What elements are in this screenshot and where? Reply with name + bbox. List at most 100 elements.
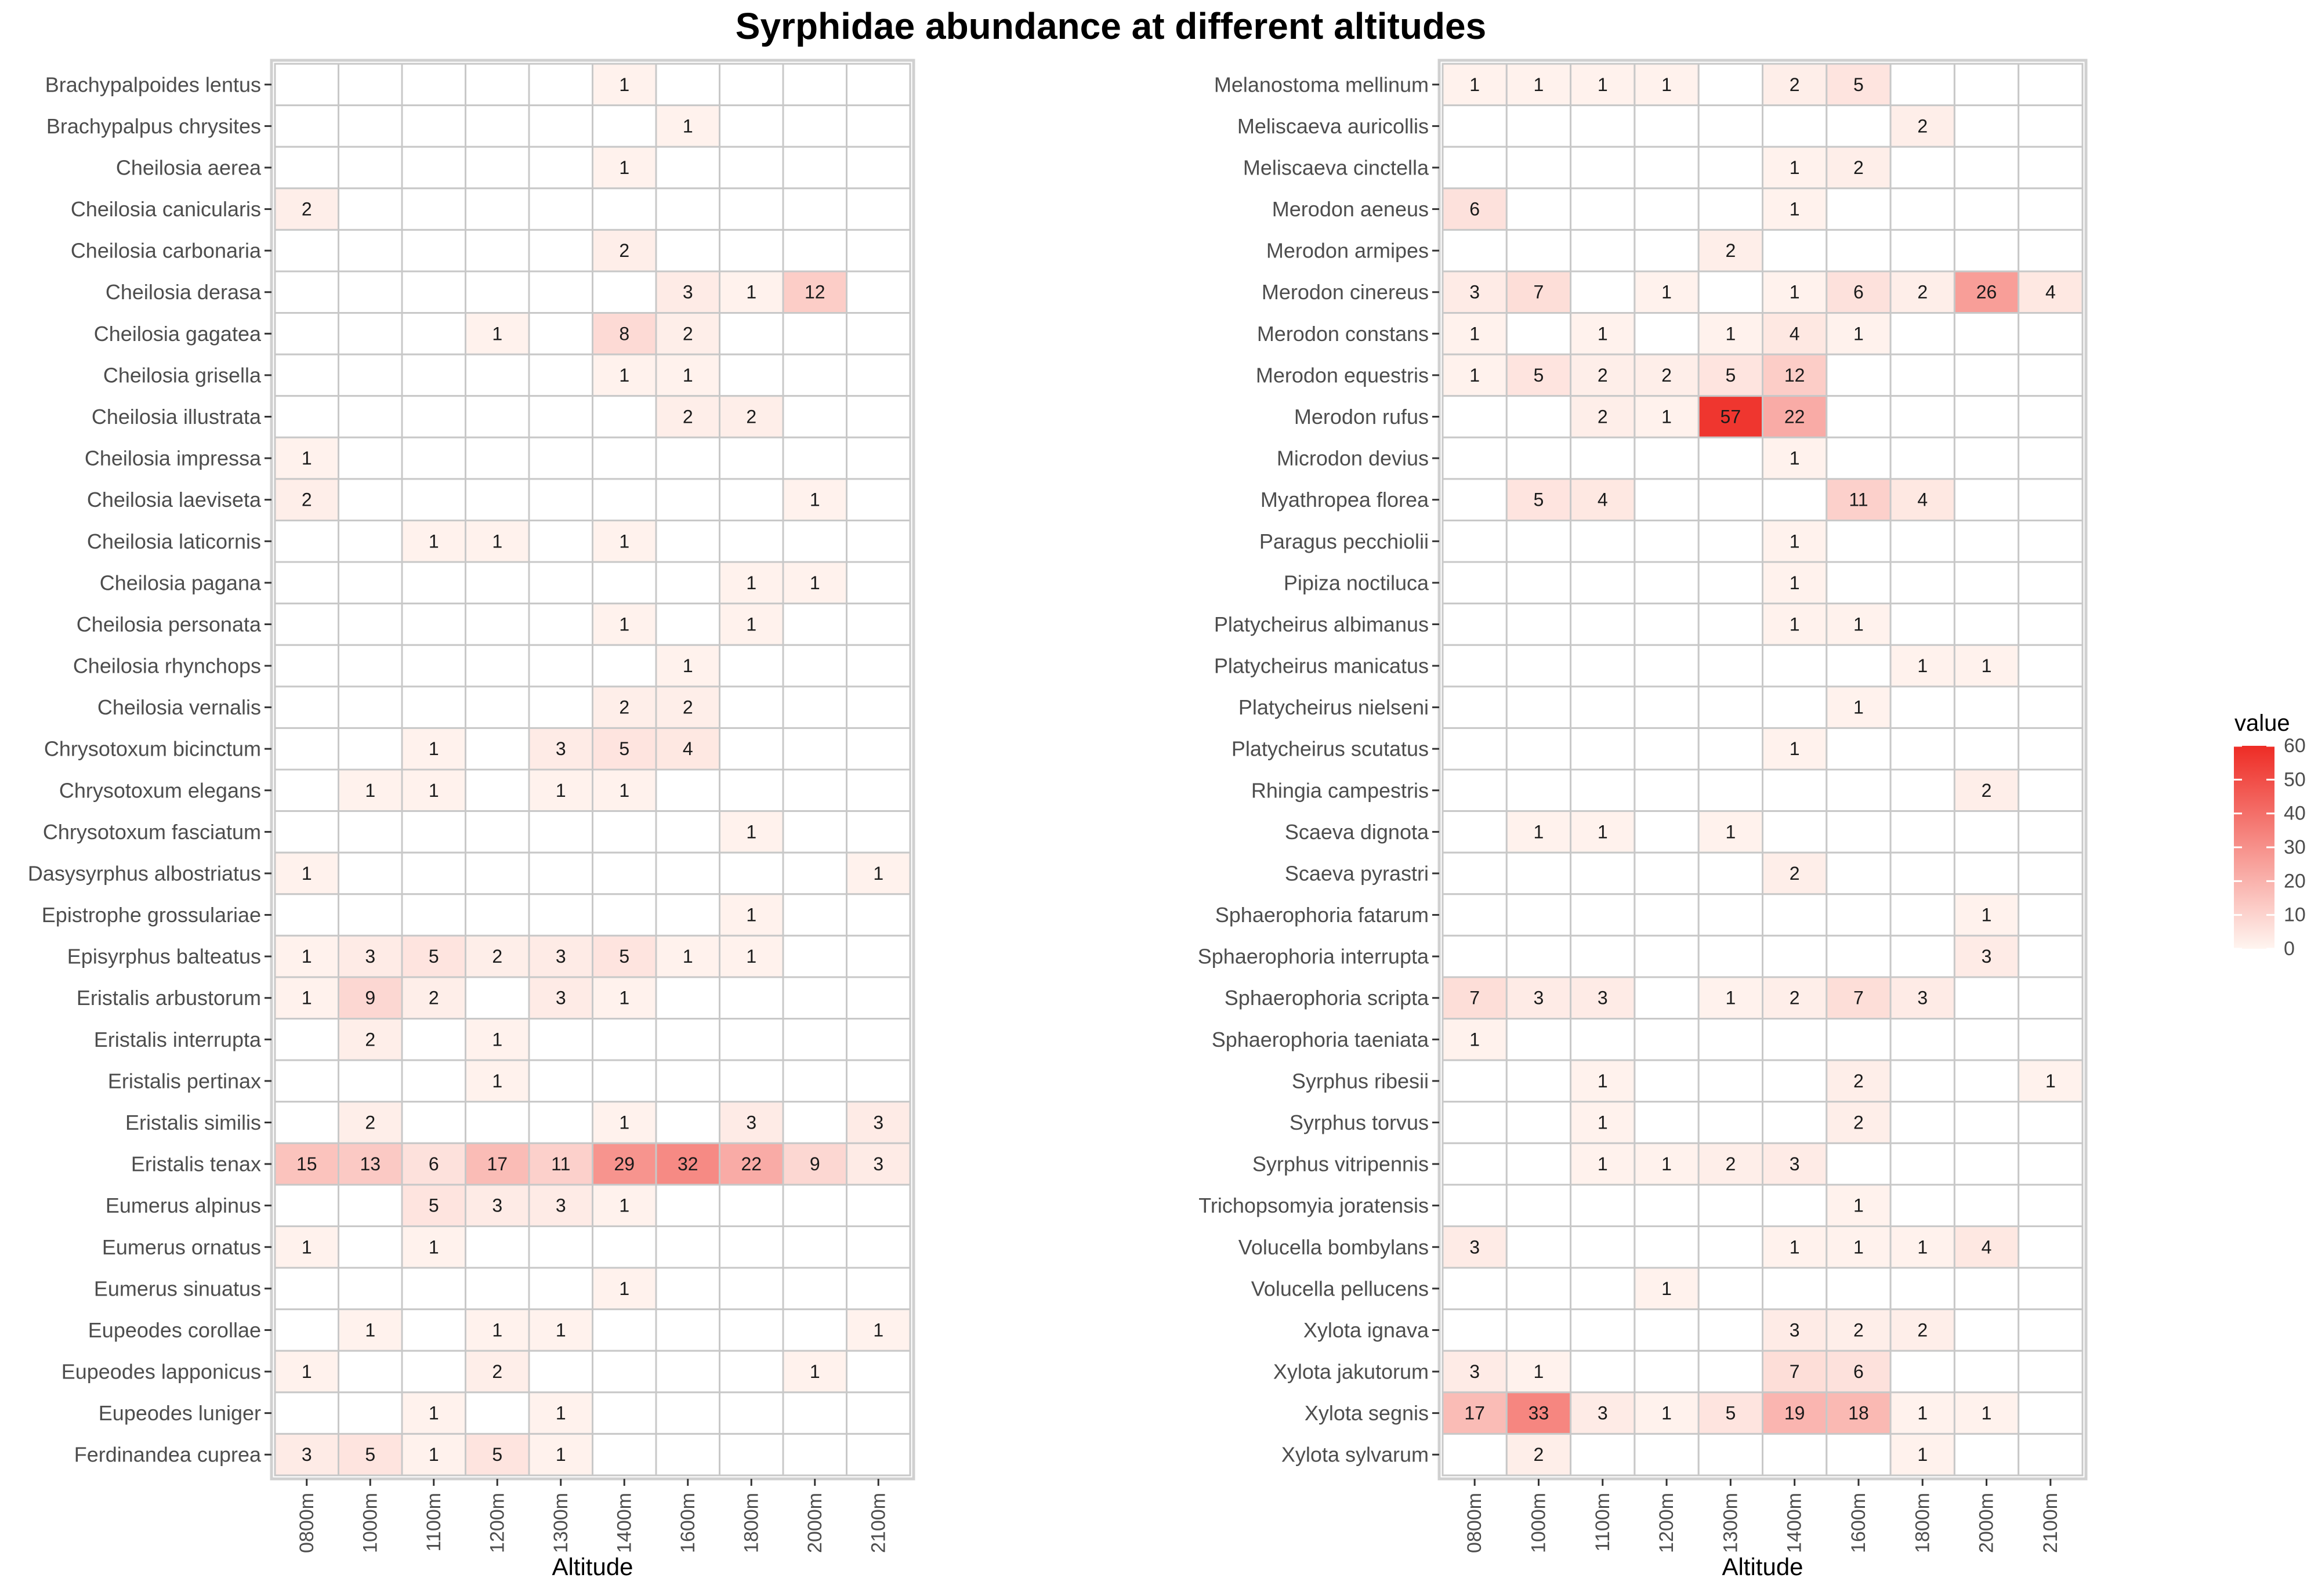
- tile-value-label: 2: [619, 697, 629, 718]
- heatmap-tile: [401, 934, 466, 978]
- heatmap-tile: [846, 1225, 911, 1269]
- heatmap-tile: [528, 1225, 593, 1269]
- heatmap-tile: [1697, 146, 1763, 190]
- heatmap-tile: [274, 312, 339, 356]
- heatmap-tile: [465, 768, 530, 812]
- heatmap-tile: [1570, 1350, 1636, 1394]
- heatmap-tile: [719, 1267, 784, 1311]
- heatmap-tile: [1441, 436, 1508, 480]
- heatmap-tile: [1441, 934, 1508, 978]
- heatmap-tile: [719, 1308, 784, 1352]
- heatmap-tile: [1953, 228, 2020, 273]
- heatmap-tile: [846, 644, 911, 688]
- heatmap-tile: [1697, 1059, 1763, 1103]
- heatmap-tile: [1762, 1142, 1828, 1186]
- heatmap-tile: [719, 187, 784, 231]
- tile-value-label: 1: [619, 531, 629, 552]
- heatmap-tile: [465, 436, 530, 480]
- tile-value-label: 12: [1784, 365, 1805, 386]
- heatmap-tile: [1441, 1308, 1508, 1352]
- tile-value-label: 15: [296, 1154, 317, 1174]
- x-tick-label: 1600m: [677, 1493, 699, 1553]
- heatmap-tile: [274, 561, 339, 605]
- y-tick-label: Chrysotoxum elegans: [59, 778, 261, 802]
- tile-value-label: 1: [810, 1361, 820, 1382]
- heatmap-tile: [1634, 104, 1700, 148]
- heatmap-tile: [1634, 644, 1700, 688]
- heatmap-tile: [1570, 1059, 1636, 1103]
- heatmap-tile: [401, 270, 466, 314]
- heatmap-tile: [274, 810, 339, 854]
- tile-value-label: 6: [1853, 1361, 1864, 1382]
- heatmap-tile: [846, 1391, 911, 1435]
- y-tick-label: Trichopsomyia joratensis: [1198, 1194, 1429, 1217]
- heatmap-tile: [1697, 768, 1763, 812]
- tile-value-label: 6: [429, 1154, 439, 1174]
- y-tick-label: Chrysotoxum bicinctum: [44, 737, 261, 761]
- heatmap-tile: [528, 1391, 593, 1435]
- y-tick-label: Eupeodes corollae: [88, 1318, 261, 1342]
- heatmap-tile: [1826, 1267, 1892, 1311]
- heatmap-tile: [655, 1184, 720, 1227]
- heatmap-tile: [338, 603, 403, 646]
- heatmap-tile: [528, 810, 593, 854]
- heatmap-tile: [1634, 1059, 1700, 1103]
- heatmap-tile: [338, 644, 403, 688]
- heatmap-tile: [1953, 270, 2020, 314]
- tile-value-label: 3: [683, 282, 693, 303]
- heatmap-tile: [1889, 353, 1955, 397]
- y-tick-label: Pipiza noctiluca: [1284, 571, 1429, 594]
- heatmap-tile: [719, 561, 784, 605]
- heatmap-tile: [719, 1432, 784, 1477]
- tile-value-label: 1: [1598, 74, 1608, 95]
- heatmap-tile: [1634, 146, 1700, 190]
- heatmap-tile: [1762, 934, 1828, 978]
- tile-value-label: 1: [492, 1071, 502, 1091]
- heatmap-tile: [528, 146, 593, 190]
- heatmap-tile: [846, 63, 911, 107]
- heatmap-tile: [1889, 1059, 1955, 1103]
- heatmap-tile: [1505, 1059, 1572, 1103]
- heatmap-tile: [2018, 1432, 2084, 1477]
- tile-value-label: 22: [741, 1154, 762, 1174]
- heatmap-tile: [1762, 519, 1828, 563]
- heatmap-tile: [2018, 810, 2084, 854]
- tile-value-label: 1: [1725, 988, 1736, 1009]
- tile-value-label: 3: [365, 946, 375, 967]
- heatmap-tile: [465, 644, 530, 688]
- heatmap-tile: [782, 63, 847, 107]
- heatmap-tile: [846, 1059, 911, 1103]
- heatmap-tile: [719, 934, 784, 978]
- heatmap-tile: [401, 727, 466, 771]
- heatmap-tile: [274, 1225, 339, 1269]
- heatmap-tile: [1570, 934, 1636, 978]
- heatmap-tile: [1697, 104, 1763, 148]
- heatmap-tile: [1889, 312, 1955, 356]
- heatmap-tile: [1762, 603, 1828, 646]
- heatmap-tile: [1762, 1059, 1828, 1103]
- x-axis-title: Altitude: [1722, 1553, 1803, 1580]
- heatmap-tile: [338, 1142, 403, 1186]
- tile-value-label: 3: [556, 946, 566, 967]
- heatmap-tile: [274, 228, 339, 273]
- heatmap-tile: [1697, 63, 1763, 107]
- heatmap-tile: [1570, 893, 1636, 937]
- tile-value-label: 1: [1853, 614, 1864, 634]
- heatmap-tile: [1889, 1101, 1955, 1144]
- heatmap-tile: [465, 727, 530, 771]
- x-tick-label: 1300m: [1719, 1493, 1741, 1553]
- heatmap-tile: [1826, 395, 1892, 438]
- heatmap-tile: [528, 63, 593, 107]
- heatmap-tile: [655, 187, 720, 231]
- heatmap-tile: [338, 270, 403, 314]
- heatmap-tile: [401, 1267, 466, 1311]
- heatmap-tile: [782, 104, 847, 148]
- tile-value-label: 9: [810, 1154, 820, 1174]
- heatmap-tile: [1953, 146, 2020, 190]
- heatmap-tile: [338, 727, 403, 771]
- y-tick-label: Ferdinandea cuprea: [74, 1443, 262, 1467]
- tile-value-label: 29: [614, 1154, 635, 1174]
- x-tick-label: 1800m: [740, 1493, 762, 1553]
- heatmap-tile: [338, 146, 403, 190]
- heatmap-tile: [1570, 270, 1636, 314]
